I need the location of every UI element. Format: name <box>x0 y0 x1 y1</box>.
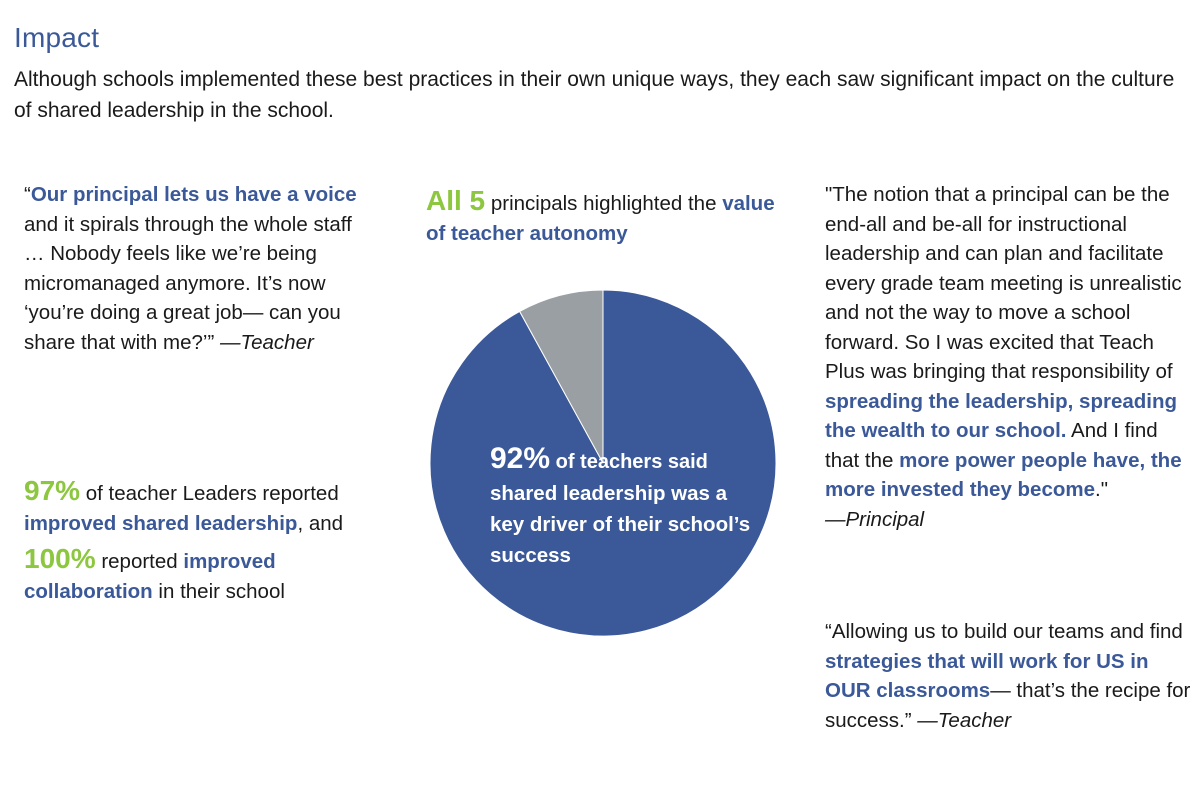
stat-highlight: improved shared leadership <box>24 511 298 535</box>
quote-text: “Allowing us to build our teams and find <box>825 620 1183 643</box>
principals-stat: All 5 principals highlighted the value o… <box>426 186 786 248</box>
stat-shared-leadership: 97% of teacher Leaders reported improved… <box>24 476 344 538</box>
teacher-quote-2: “Allowing us to build our teams and find… <box>825 617 1195 735</box>
quote-highlight: strategies that will work for US in OUR … <box>825 649 1149 703</box>
quote-attribution: —Teacher <box>917 708 1012 732</box>
pie-text-small: of teachers said <box>550 451 708 473</box>
stat-value: 100% <box>24 543 96 574</box>
stat-text: reported <box>95 550 184 573</box>
principals-value: All 5 <box>426 185 486 216</box>
pie-text: shared leadership was a key driver of th… <box>490 482 751 567</box>
quote-text: "The notion that a principal can be the … <box>825 183 1182 383</box>
quote-highlight: more power people have, the more investe… <box>825 448 1182 502</box>
stat-end: in their school <box>152 579 285 603</box>
teacher-quote-1: “Our principal lets us have a voice and … <box>24 180 364 357</box>
stat-highlight: improved collaboration <box>24 550 276 603</box>
principals-highlight: value of teacher autonomy <box>426 192 775 245</box>
quote-text: ." <box>1095 478 1108 501</box>
quote-text: — that’s the recipe for success.” <box>825 679 1191 732</box>
quote-text: and it spirals through the whole staff …… <box>24 212 352 354</box>
pie-slice-1 <box>518 289 604 464</box>
page-title: Impact <box>14 22 100 53</box>
pie-label: 92% of teachers said shared leadership w… <box>490 443 760 571</box>
quote-highlight: Our principal lets us have a voice <box>30 183 357 206</box>
quote-attribution: —Teacher <box>219 330 314 354</box>
pie-percent: 92% <box>490 442 551 475</box>
principals-text: principals highlighted the <box>485 192 723 215</box>
teacher-pie-chart <box>429 289 777 637</box>
quote-attribution: —Principal <box>825 507 925 531</box>
quote-highlight: spreading the leadership, spreading the … <box>825 389 1178 443</box>
principal-quote: "The notion that a principal can be the … <box>825 180 1195 534</box>
stat-text: of teacher Leaders reported <box>80 482 339 505</box>
stat-value: 97% <box>24 475 81 506</box>
stat-collaboration: 100% reported improved collaboration in … <box>24 544 344 606</box>
quote-open-mark: “ <box>24 183 31 206</box>
quote-text: And I find that the <box>825 419 1158 472</box>
stat-end: , and <box>297 511 344 535</box>
teacher-leader-stats: 97% of teacher Leaders reported improved… <box>24 476 344 606</box>
intro-paragraph: Although schools implemented these best … <box>14 68 1175 122</box>
